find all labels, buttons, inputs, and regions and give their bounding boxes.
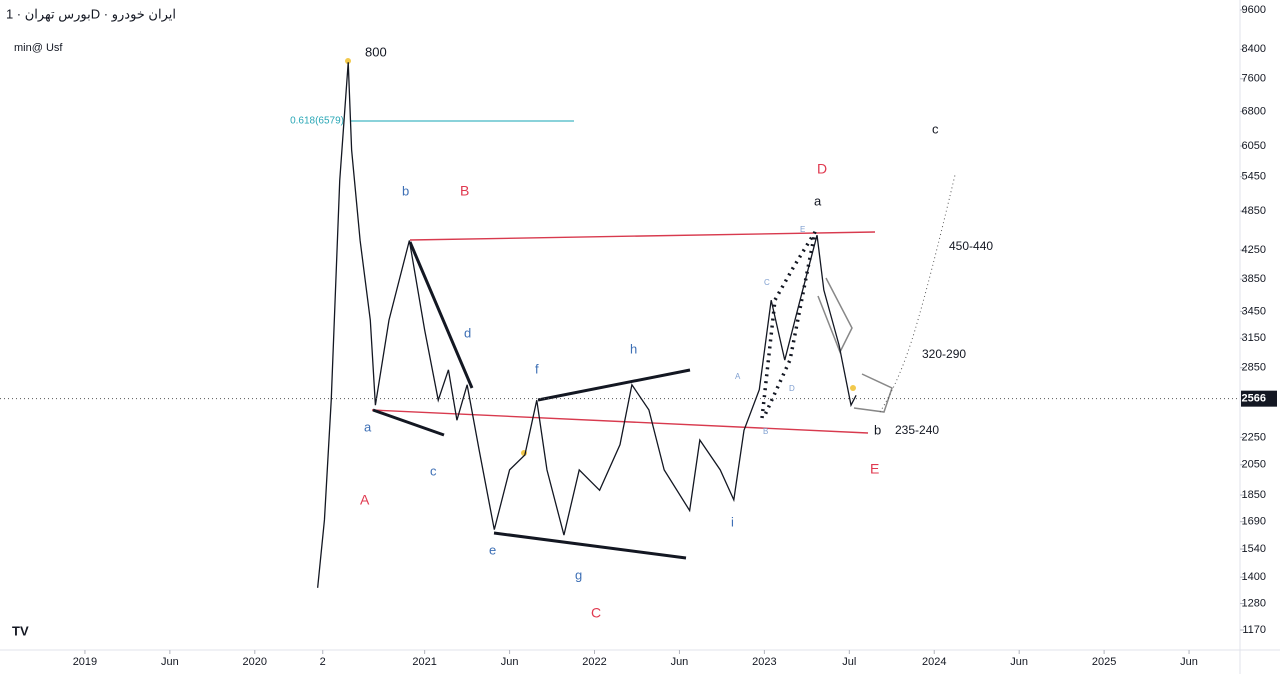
annotation: i — [731, 514, 734, 529]
y-tick-label: 2850 — [1242, 362, 1266, 374]
annotation: E — [800, 225, 805, 234]
last-price-label: 2566 — [1242, 393, 1266, 405]
annotation: C — [764, 278, 770, 287]
annotation: C — [591, 605, 601, 621]
annotation: A — [360, 492, 370, 508]
annotation: B — [460, 183, 469, 199]
x-tick-label: 2019 — [73, 656, 97, 668]
x-tick-label: 2 — [320, 656, 326, 668]
y-tick-label: 2050 — [1242, 459, 1266, 471]
marker — [345, 58, 351, 64]
chart-title: بورس تهران · 1D · ایران خودرو — [6, 6, 176, 22]
x-tick-label: 2025 — [1092, 656, 1116, 668]
projection — [879, 174, 956, 413]
annotation: 235-240 — [895, 423, 939, 437]
annotation: g — [575, 567, 582, 582]
flag — [853, 373, 893, 413]
y-tick-label: 3850 — [1242, 273, 1266, 285]
annotation: A — [735, 372, 741, 381]
y-tick-label: 1280 — [1242, 597, 1266, 609]
x-tick-label: 2022 — [582, 656, 606, 668]
annotation: h — [630, 341, 637, 356]
annotation: B — [763, 427, 768, 436]
x-tick-label: Jun — [671, 656, 689, 668]
annotation: a — [364, 419, 372, 434]
y-tick-label: 1400 — [1242, 571, 1266, 583]
annotation: d — [464, 325, 471, 340]
annotation: 800 — [365, 44, 387, 59]
x-tick-label: 2024 — [922, 656, 946, 668]
annotation: E — [870, 461, 879, 477]
annotation: b — [874, 422, 881, 437]
y-tick-label: 5450 — [1242, 171, 1266, 183]
trend-line — [371, 409, 869, 434]
y-tick-label: 1690 — [1242, 516, 1266, 528]
y-tick-label: 9600 — [1242, 4, 1266, 16]
dotted-channel — [760, 231, 817, 419]
x-tick-label: Jun — [1180, 656, 1198, 668]
x-tick-label: 2020 — [243, 656, 267, 668]
y-tick-label: 3450 — [1242, 305, 1266, 317]
y-tick-label: 4850 — [1242, 205, 1266, 217]
x-tick-label: Jul — [842, 656, 856, 668]
wedge-line — [493, 531, 687, 560]
flag — [817, 277, 853, 354]
trend-line — [409, 231, 876, 241]
y-tick-label: 8400 — [1242, 43, 1266, 55]
x-tick-label: Jun — [501, 656, 519, 668]
indicator-label: min@ Usf — [14, 42, 63, 54]
x-tick-label: 2021 — [412, 656, 436, 668]
y-tick-label: 2250 — [1242, 431, 1266, 443]
marker — [850, 385, 856, 391]
wedge-line — [408, 241, 474, 389]
y-tick-label: 1850 — [1242, 489, 1266, 501]
y-tick-label: 3150 — [1242, 332, 1266, 344]
y-tick-label: 1170 — [1242, 624, 1266, 636]
last-price-badge — [1241, 390, 1277, 407]
annotation: D — [817, 161, 827, 177]
annotation: b — [402, 183, 409, 198]
x-tick-label: 2023 — [752, 656, 776, 668]
price-line — [316, 62, 857, 588]
wedge-line — [372, 408, 445, 437]
logo[interactable]: TV — [12, 623, 29, 638]
annotation: 320-290 — [922, 347, 966, 361]
y-tick-label: 6800 — [1242, 105, 1266, 117]
annotation: f — [535, 361, 539, 376]
y-tick-label: 1540 — [1242, 543, 1266, 555]
annotation: 450-440 — [949, 239, 993, 253]
annotation: c — [932, 121, 939, 136]
annotation: D — [789, 384, 795, 393]
y-tick-label: 4250 — [1242, 244, 1266, 256]
wedge-line — [537, 368, 691, 402]
annotation: a — [814, 193, 822, 208]
annotation: e — [489, 542, 496, 557]
annotation: 0.618(6579) — [290, 116, 344, 127]
y-tick-label: 7600 — [1242, 73, 1266, 85]
x-tick-label: Jun — [1010, 656, 1028, 668]
y-tick-label: 6050 — [1242, 140, 1266, 152]
x-tick-label: Jun — [161, 656, 179, 668]
annotation: c — [430, 463, 437, 478]
